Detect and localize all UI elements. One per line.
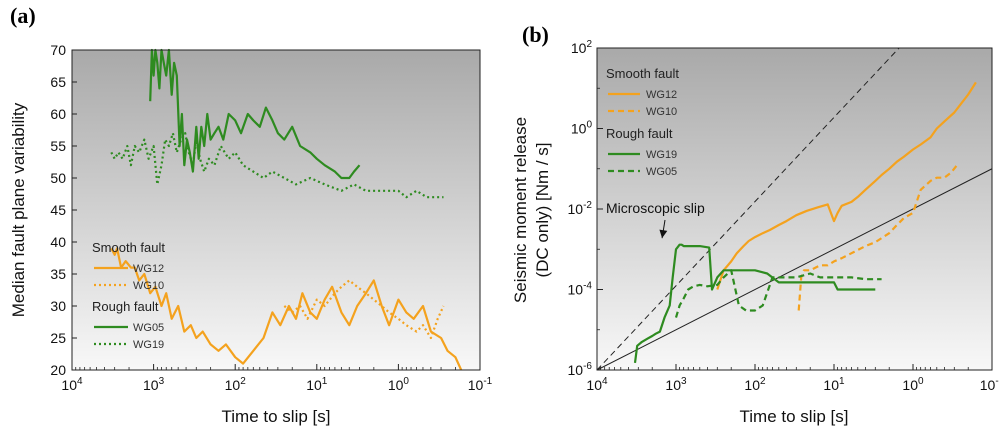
panel-b-ytick-label: 10-2 <box>568 200 593 217</box>
panel-a-xtick-label: 104 <box>61 376 83 393</box>
panel-b-xtick-label: 101 <box>823 376 845 393</box>
panel-b-axes: 104 103 102 101 100 10-1 10-6 10-4 10-2 100 102 <box>568 39 999 393</box>
panel-b-ytick-label: 100 <box>571 120 593 137</box>
panel-a-ytick-label: 60 <box>50 106 66 122</box>
panel-b-legend-entry: WG12 <box>646 89 677 101</box>
panel-a-ytick-label: 65 <box>50 74 66 90</box>
panel-b-legend-entry: WG19 <box>646 149 677 161</box>
panel-a-ytick-label: 55 <box>50 138 66 154</box>
annotation-arrowhead <box>659 229 668 239</box>
panel-b-ytick-label: 102 <box>571 39 593 56</box>
panel-b-legend-entry: WG05 <box>646 166 677 178</box>
panel-b-series-wg05 <box>674 269 882 318</box>
panel-a-xlabel: Time to slip [s] <box>222 407 331 426</box>
panel-a-xtick-label: 102 <box>225 376 247 393</box>
panel-b-label: (b) <box>522 22 549 47</box>
panel-a-axes: 20 25 30 35 40 45 50 55 60 65 70 104 103 102 101 100 10-… <box>50 42 492 393</box>
panel-b-series-wg10 <box>797 164 958 311</box>
panel-a-ytick-label: 50 <box>50 170 66 186</box>
panel-b-xtick-label: 103 <box>665 376 687 393</box>
panel-a-series-layer <box>110 48 463 371</box>
panel-a-xtick-label: 101 <box>306 376 328 393</box>
panel-b-xtick-label: 100 <box>902 376 924 393</box>
panel-b-reference-line-dashed <box>596 47 900 371</box>
panel-b-ylabel-line2: (DC only) [Nm / s] <box>533 142 552 277</box>
panel-b-plot-area <box>597 48 992 370</box>
panel-b-ytick-label: 10-4 <box>568 281 593 298</box>
panel-a: (a) 20 25 30 35 40 45 50 55 60 65 70 104 103 102 101 10… <box>9 3 493 426</box>
panel-a-xtick-label: 103 <box>143 376 165 393</box>
panel-a-xtick-label: 10-1 <box>468 376 493 393</box>
panel-b-legend-group-title: Smooth fault <box>606 66 679 81</box>
panel-a-legend-entry: WG10 <box>133 280 164 292</box>
panel-a-ytick-label: 45 <box>50 202 66 218</box>
panel-b-xtick-label: 102 <box>744 376 766 393</box>
panel-a-legend-entry: WG05 <box>133 322 164 334</box>
panel-b: (b) 10410310210110010-110-610-410-210010… <box>511 22 999 426</box>
panel-a-label: (a) <box>10 3 36 28</box>
panel-b-series-layer <box>596 47 993 371</box>
panel-a-legend-entry: WG19 <box>133 339 164 351</box>
panel-b-ytick-label: 10-6 <box>568 361 593 378</box>
panel-a-legend-entry: WG12 <box>133 263 164 275</box>
panel-a-xtick-label: 100 <box>388 376 410 393</box>
panel-a-ytick-label: 70 <box>50 42 66 58</box>
panel-b-ylabel-line1: Seismic moment release <box>511 117 530 303</box>
panel-a-ylabel: Median fault plane variability <box>9 102 28 317</box>
panel-a-ytick-label: 35 <box>50 266 66 282</box>
panel-b-xtick-label: 104 <box>586 376 608 393</box>
panel-a-ytick-label: 20 <box>50 362 66 378</box>
panel-b-reference-line-solid <box>596 168 993 371</box>
panel-a-legend-group-title: Smooth fault <box>92 240 165 255</box>
panel-b-legend-entry: WG10 <box>646 106 677 118</box>
panel-b-legend-group-title: Rough fault <box>606 126 673 141</box>
panel-b-series-wg19 <box>633 243 876 364</box>
panel-a-legend: Smooth fault WG12 WG10 Rough fault WG05 WG19 <box>92 240 165 351</box>
panel-a-legend-group-title: Rough fault <box>92 299 159 314</box>
panel-b-series-wg12 <box>716 81 977 290</box>
panel-b-xlabel: Time to slip [s] <box>740 407 849 426</box>
panel-a-series-wg05 <box>149 48 361 180</box>
panel-a-ytick-label: 40 <box>50 234 66 250</box>
panel-b-legend: Smooth fault WG12 WG10 Rough fault WG19 WG05 <box>606 66 679 178</box>
panel-b-xtick-label: 10-1 <box>980 376 999 393</box>
panel-a-series-wg12 <box>110 247 463 371</box>
annotation-microscopic-slip: Microscopic slip <box>606 200 705 216</box>
panel-a-ytick-label: 25 <box>50 330 66 346</box>
panel-a-ytick-label: 30 <box>50 298 66 314</box>
